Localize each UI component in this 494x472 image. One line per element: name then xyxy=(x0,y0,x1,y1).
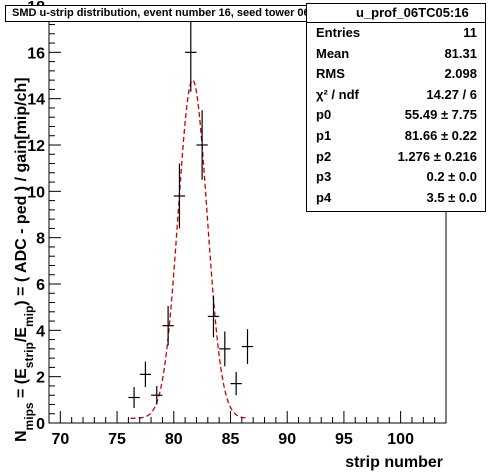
stats-label: χ² / ndf xyxy=(316,86,359,102)
stats-row-p4: p4 3.5 ± 0.0 xyxy=(307,188,485,209)
stats-row-mean: Mean 81.31 xyxy=(307,44,485,65)
x-axis-label: strip number xyxy=(345,454,443,471)
y-tick-label: 12 xyxy=(27,138,45,155)
stats-value: 55.49 ± 7.75 xyxy=(404,107,477,123)
y-tick-label: 4 xyxy=(36,323,45,340)
stats-value: 2.098 xyxy=(444,66,477,82)
data-point xyxy=(128,387,140,408)
stats-label: Mean xyxy=(316,45,350,61)
stats-label: Entries xyxy=(316,25,361,40)
data-point xyxy=(139,361,152,388)
data-point xyxy=(196,110,208,180)
y-tick-label: 10 xyxy=(27,184,45,201)
y-tick-label: 6 xyxy=(36,277,45,294)
stats-label: p1 xyxy=(316,127,332,143)
stats-row-rms: RMS 2.098 xyxy=(307,64,485,85)
stats-label: p0 xyxy=(316,107,332,123)
stats-label: p2 xyxy=(316,148,332,164)
stats-value: 81.66 ± 0.22 xyxy=(404,127,477,143)
y-tick-label: 0 xyxy=(36,416,45,433)
stats-box: u_prof_06TC05:16 Entries 11 Mean 81.31 R… xyxy=(306,3,486,212)
x-tick-label: 75 xyxy=(108,431,126,448)
y-tick-label: 8 xyxy=(36,231,45,248)
data-point xyxy=(173,163,186,229)
data-point xyxy=(162,306,174,346)
y-tick-label: 2 xyxy=(36,370,45,387)
data-point xyxy=(219,331,231,367)
chart-title: SMD u-strip distribution, event number 1… xyxy=(5,5,341,22)
stats-label: p3 xyxy=(316,169,332,185)
x-tick-label: 70 xyxy=(51,431,69,448)
stats-value: 14.27 / 6 xyxy=(426,86,477,102)
data-point xyxy=(207,295,220,338)
y-tick-label: 16 xyxy=(27,45,45,62)
stats-box-title: u_prof_06TC05:16 xyxy=(307,4,485,23)
stats-row-p0: p0 55.49 ± 7.75 xyxy=(307,105,485,126)
y-axis-label: Nmips = (Estrip/Emip) = ( ADC - ped ) / … xyxy=(13,77,36,442)
stats-row-p2: p2 1.276 ± 0.216 xyxy=(307,147,485,168)
stats-row-chi2: χ² / ndf 14.27 / 6 xyxy=(307,85,485,106)
stats-value: 3.5 ± 0.0 xyxy=(426,189,477,205)
x-tick-label: 100 xyxy=(387,431,414,448)
stats-value: 1.276 ± 0.216 xyxy=(397,148,477,164)
stats-value: 0.2 ± 0.0 xyxy=(426,169,477,185)
stats-value: 81.31 xyxy=(444,45,477,61)
data-point xyxy=(151,385,163,405)
stats-row-p1: p1 81.66 ± 0.22 xyxy=(307,126,485,147)
x-tick-label: 80 xyxy=(165,431,183,448)
x-tick-label: 95 xyxy=(335,431,353,448)
stats-row-p3: p3 0.2 ± 0.0 xyxy=(307,167,485,188)
data-point xyxy=(230,372,242,396)
x-tick-label: 90 xyxy=(278,431,296,448)
stats-row-entries: Entries 11 xyxy=(307,23,485,44)
stats-label: p4 xyxy=(316,189,332,205)
y-tick-label: 14 xyxy=(27,92,45,109)
fit-curve xyxy=(130,79,249,419)
x-tick-label: 85 xyxy=(222,431,240,448)
data-point xyxy=(185,12,197,92)
stats-value: 11 xyxy=(463,25,477,40)
stats-label: RMS xyxy=(316,66,345,82)
data-point xyxy=(241,329,254,364)
